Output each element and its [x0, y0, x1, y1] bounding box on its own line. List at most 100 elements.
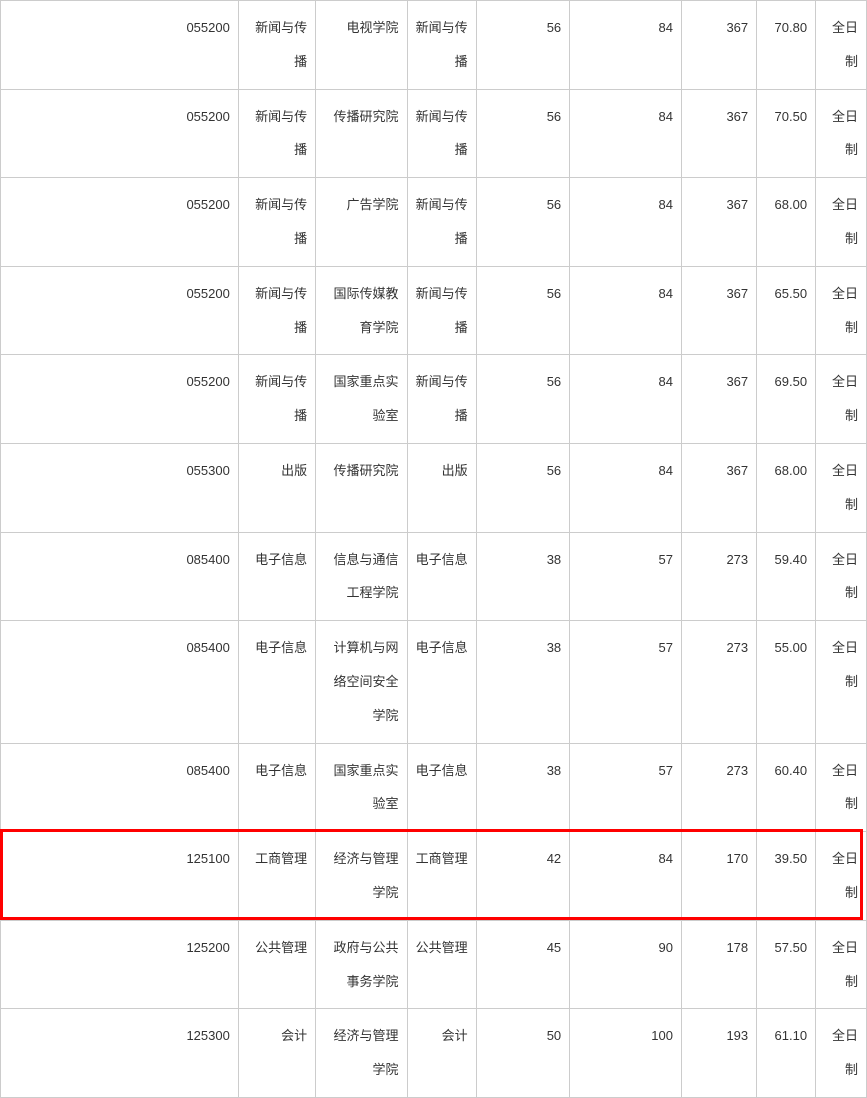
table-cell: 出版	[407, 443, 476, 532]
table-cell: 90	[570, 920, 682, 1009]
table-cell: 84	[570, 266, 682, 355]
table-cell: 39.50	[757, 832, 816, 921]
table-cell: 42	[476, 832, 570, 921]
table-cell: 新闻与传播	[238, 1, 315, 90]
table-cell: 全日制	[816, 355, 867, 444]
table-cell: 69.50	[757, 355, 816, 444]
table-cell: 公共管理	[407, 920, 476, 1009]
table-cell: 经济与管理学院	[316, 1009, 407, 1098]
table-cell: 59.40	[757, 532, 816, 621]
table-cell: 055200	[1, 89, 239, 178]
table-cell: 出版	[238, 443, 315, 532]
table-cell: 57	[570, 532, 682, 621]
table-cell: 56	[476, 89, 570, 178]
table-cell: 68.00	[757, 443, 816, 532]
table-cell: 全日制	[816, 1, 867, 90]
table-cell: 50	[476, 1009, 570, 1098]
table-row: 055200新闻与传播传播研究院新闻与传播568436770.50全日制	[1, 89, 867, 178]
table-cell: 政府与公共事务学院	[316, 920, 407, 1009]
table-cell: 全日制	[816, 743, 867, 832]
table-row: 055200新闻与传播广告学院新闻与传播568436768.00全日制	[1, 178, 867, 267]
table-cell: 367	[681, 355, 756, 444]
table-row: 055200新闻与传播国家重点实验室新闻与传播568436769.50全日制	[1, 355, 867, 444]
table-cell: 56	[476, 355, 570, 444]
table-cell: 电视学院	[316, 1, 407, 90]
table-row: 055200新闻与传播电视学院新闻与传播568436770.80全日制	[1, 1, 867, 90]
table-cell: 57	[570, 743, 682, 832]
table-cell: 170	[681, 832, 756, 921]
table-cell: 全日制	[816, 1009, 867, 1098]
table-cell: 055300	[1, 443, 239, 532]
table-cell: 国际传媒教育学院	[316, 266, 407, 355]
table-cell: 全日制	[816, 621, 867, 743]
table-row: 125300会计经济与管理学院会计5010019361.10全日制	[1, 1009, 867, 1098]
table-cell: 57.50	[757, 920, 816, 1009]
table-cell: 新闻与传播	[407, 89, 476, 178]
table-cell: 38	[476, 743, 570, 832]
table-cell: 70.50	[757, 89, 816, 178]
table-container: 055200新闻与传播电视学院新闻与传播568436770.80全日制05520…	[0, 0, 867, 1098]
table-cell: 电子信息	[407, 621, 476, 743]
table-cell: 45	[476, 920, 570, 1009]
table-cell: 会计	[238, 1009, 315, 1098]
table-cell: 100	[570, 1009, 682, 1098]
table-row: 055200新闻与传播国际传媒教育学院新闻与传播568436765.50全日制	[1, 266, 867, 355]
table-cell: 新闻与传播	[407, 266, 476, 355]
table-row: 085400电子信息计算机与网络空间安全学院电子信息385727355.00全日…	[1, 621, 867, 743]
table-cell: 工商管理	[407, 832, 476, 921]
table-row: 085400电子信息信息与通信工程学院电子信息385727359.40全日制	[1, 532, 867, 621]
table-cell: 38	[476, 532, 570, 621]
table-cell: 传播研究院	[316, 443, 407, 532]
table-cell: 新闻与传播	[407, 178, 476, 267]
table-cell: 68.00	[757, 178, 816, 267]
table-cell: 56	[476, 178, 570, 267]
table-cell: 367	[681, 443, 756, 532]
table-cell: 367	[681, 1, 756, 90]
table-cell: 工商管理	[238, 832, 315, 921]
table-cell: 367	[681, 89, 756, 178]
table-cell: 055200	[1, 266, 239, 355]
table-cell: 56	[476, 443, 570, 532]
table-cell: 电子信息	[407, 743, 476, 832]
table-cell: 电子信息	[238, 621, 315, 743]
table-cell: 84	[570, 443, 682, 532]
table-cell: 56	[476, 266, 570, 355]
table-cell: 新闻与传播	[238, 178, 315, 267]
table-cell: 60.40	[757, 743, 816, 832]
table-cell: 65.50	[757, 266, 816, 355]
data-table: 055200新闻与传播电视学院新闻与传播568436770.80全日制05520…	[0, 0, 867, 1098]
table-cell: 178	[681, 920, 756, 1009]
table-cell: 新闻与传播	[407, 1, 476, 90]
table-cell: 125200	[1, 920, 239, 1009]
table-cell: 新闻与传播	[238, 89, 315, 178]
table-cell: 全日制	[816, 832, 867, 921]
table-cell: 经济与管理学院	[316, 832, 407, 921]
table-cell: 125100	[1, 832, 239, 921]
table-row: 085400电子信息国家重点实验室电子信息385727360.40全日制	[1, 743, 867, 832]
table-cell: 新闻与传播	[238, 355, 315, 444]
table-cell: 56	[476, 1, 570, 90]
table-cell: 全日制	[816, 178, 867, 267]
table-cell: 273	[681, 743, 756, 832]
table-cell: 84	[570, 1, 682, 90]
table-cell: 085400	[1, 743, 239, 832]
table-cell: 273	[681, 621, 756, 743]
table-row: 055300出版传播研究院出版568436768.00全日制	[1, 443, 867, 532]
table-cell: 84	[570, 355, 682, 444]
table-cell: 273	[681, 532, 756, 621]
table-cell: 全日制	[816, 266, 867, 355]
table-cell: 国家重点实验室	[316, 355, 407, 444]
table-cell: 电子信息	[238, 532, 315, 621]
table-cell: 国家重点实验室	[316, 743, 407, 832]
table-cell: 电子信息	[407, 532, 476, 621]
table-cell: 全日制	[816, 443, 867, 532]
table-cell: 84	[570, 178, 682, 267]
table-cell: 全日制	[816, 920, 867, 1009]
table-cell: 计算机与网络空间安全学院	[316, 621, 407, 743]
table-cell: 电子信息	[238, 743, 315, 832]
table-cell: 085400	[1, 621, 239, 743]
table-cell: 57	[570, 621, 682, 743]
table-cell: 广告学院	[316, 178, 407, 267]
table-cell: 367	[681, 266, 756, 355]
table-cell: 全日制	[816, 89, 867, 178]
